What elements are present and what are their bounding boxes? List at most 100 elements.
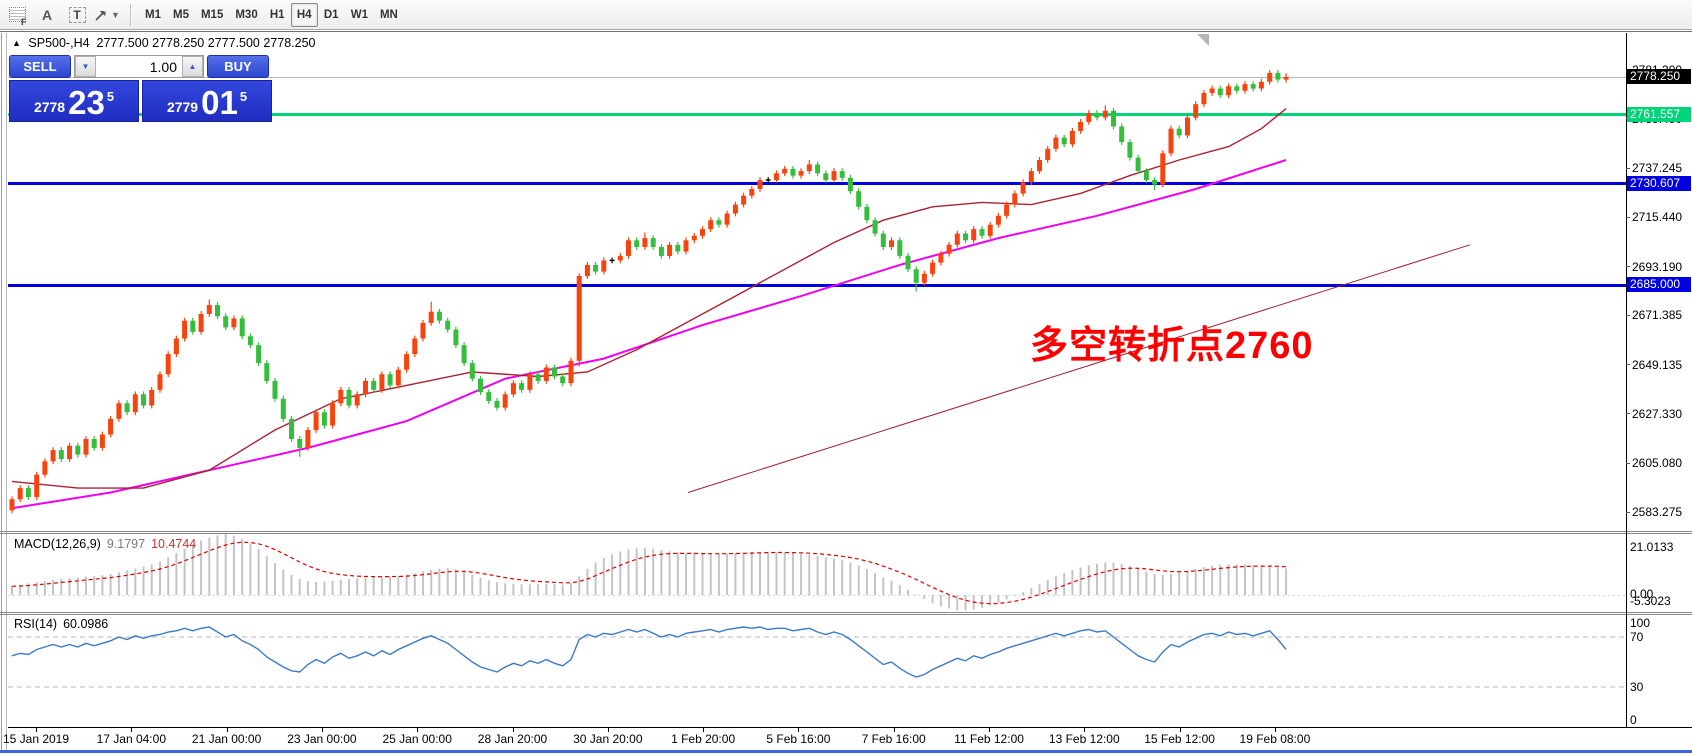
price-tick-mark	[1626, 314, 1630, 316]
time-axis-tick	[989, 727, 990, 732]
time-axis-label[interactable]: 7 Feb 16:00	[861, 732, 926, 746]
time-axis-tick	[1084, 727, 1086, 732]
price-tick-mark	[1626, 216, 1630, 218]
price-tick-label: 2737.245	[1632, 161, 1683, 176]
chart-header: ▲ SP500-,H4 2777.500 2778.250 2777.500 2…	[12, 36, 315, 50]
pane-separator[interactable]	[0, 614, 1692, 615]
timeframe-button-d1[interactable]: D1	[323, 8, 339, 21]
window-border	[0, 31, 1692, 32]
time-axis-label[interactable]: 30 Jan 20:00	[573, 732, 643, 746]
timeframe-buttons: M1 M5 M15 M30 H1 H4 D1 W1 MN	[139, 2, 404, 27]
time-axis-label[interactable]: 5 Feb 16:00	[766, 732, 831, 746]
rsi-axis-label: 70	[1630, 630, 1644, 644]
price-level-badge: 2730.607	[1627, 175, 1691, 191]
buy-price-pip: 5	[239, 89, 248, 104]
timeframe-button-h4[interactable]: H4	[290, 2, 318, 27]
time-axis-tick	[131, 727, 133, 732]
window-left-border-inner	[6, 33, 7, 750]
toolbar-separator	[130, 3, 131, 26]
rsi-axis-label: 30	[1630, 680, 1644, 694]
main-price-chart[interactable]	[8, 33, 1626, 531]
price-tick-mark	[1626, 413, 1630, 415]
price-tick-mark	[1626, 364, 1630, 366]
time-axis-tick	[798, 727, 800, 732]
time-axis-tick	[36, 727, 37, 732]
time-axis-label[interactable]: 17 Jan 04:00	[96, 732, 166, 746]
time-axis-tick	[607, 727, 609, 732]
rsi-axis-label: 0	[1630, 713, 1637, 727]
time-axis-tick	[1179, 727, 1181, 732]
macd-pane[interactable]	[8, 534, 1626, 611]
volume-input[interactable]	[96, 56, 182, 77]
time-axis-tick	[703, 727, 705, 732]
macd-signal-value: 10.4744	[151, 537, 197, 551]
time-axis-label[interactable]: 11 Feb 12:00	[954, 732, 1024, 746]
time-axis-label[interactable]: 1 Feb 20:00	[671, 732, 736, 746]
macd-name: MACD(12,26,9)	[14, 537, 101, 551]
buy-price-main: 01	[201, 83, 238, 121]
rsi-pane[interactable]	[8, 614, 1626, 727]
price-level-badge: 2761.557	[1627, 106, 1691, 122]
price-tick-mark	[1626, 462, 1630, 464]
price-level-badge: 2778.250	[1627, 69, 1691, 85]
time-axis-label[interactable]: 23 Jan 00:00	[287, 732, 357, 746]
macd-axis-label: 0.00	[1630, 587, 1654, 601]
window-left-border	[1, 33, 2, 750]
buy-button[interactable]: BUY	[207, 55, 269, 78]
price-tick-label: 2715.440	[1632, 210, 1683, 224]
time-axis-label[interactable]: 28 Jan 20:00	[477, 732, 548, 746]
price-tick-label: 2605.080	[1632, 456, 1683, 471]
time-axis-label[interactable]: 15 Jan 2019	[2, 732, 70, 746]
sell-price-prefix: 2778	[33, 99, 66, 115]
macd-axis-label: 21.0133	[1630, 540, 1674, 554]
pane-separator[interactable]	[0, 531, 1692, 532]
text-label-icon[interactable]: A	[41, 6, 53, 23]
volume-decrease-button[interactable]: ▼	[75, 56, 96, 77]
timeframe-button-mn[interactable]: MN	[379, 8, 398, 21]
timeframe-button-m5[interactable]: M5	[172, 8, 189, 21]
window-bottom-highlight	[0, 750, 1692, 753]
price-tick-mark	[1626, 167, 1630, 169]
time-axis-border	[8, 727, 1692, 728]
buy-price-display[interactable]: 2779 01 5	[142, 80, 272, 122]
chart-text-annotation: 多空转折点2760	[1030, 325, 1314, 367]
timeframe-button-m15[interactable]: M15	[200, 8, 224, 21]
time-axis-label[interactable]: 25 Jan 00:00	[382, 732, 452, 746]
timeframe-button-h1[interactable]: H1	[269, 8, 285, 21]
price-tick-mark	[1626, 511, 1630, 513]
timeframe-button-w1[interactable]: W1	[350, 8, 368, 21]
price-tick-label: 2693.190	[1632, 259, 1683, 274]
price-tick-mark	[1626, 266, 1630, 268]
sell-price-pip: 5	[106, 89, 115, 104]
price-tick-label: 2627.330	[1632, 406, 1683, 421]
indicator-list-icon[interactable]: F	[4, 3, 30, 27]
chart-area: ▲ SP500-,H4 2777.500 2778.250 2777.500 2…	[0, 31, 1692, 755]
chart-shift-marker-icon[interactable]	[1197, 34, 1209, 46]
cursor-mode-icon[interactable]: ▼	[94, 3, 120, 27]
symbol-arrow-icon: ▲	[12, 38, 21, 48]
sell-price-main: 23	[68, 83, 105, 121]
time-axis-label[interactable]: 19 Feb 08:00	[1239, 732, 1311, 746]
timeframe-button-m1[interactable]: M1	[145, 8, 161, 21]
price-tick-label: 2671.385	[1632, 308, 1683, 323]
sell-button[interactable]: SELL	[9, 55, 71, 78]
pane-separator[interactable]	[0, 533, 1692, 534]
macd-main-value: 9.1797	[106, 537, 146, 551]
price-tick-label: 2583.275	[1632, 505, 1683, 519]
ohlc-values: 2777.500 2778.250 2777.500 2778.250	[96, 36, 316, 50]
pane-separator[interactable]	[0, 612, 1692, 613]
rsi-value: 60.0986	[63, 617, 109, 631]
time-axis-tick	[512, 727, 514, 732]
timeframe-button-m30[interactable]: M30	[235, 8, 258, 21]
macd-label: MACD(12,26,9) 9.1797 10.4744	[14, 537, 196, 551]
time-axis-label[interactable]: 13 Feb 12:00	[1048, 732, 1120, 746]
text-tool-icon[interactable]: T	[64, 3, 90, 27]
time-axis-label[interactable]: 15 Feb 12:00	[1144, 732, 1215, 746]
volume-increase-button[interactable]: ▲	[182, 56, 203, 77]
macd-axis-label: -5.3023	[1630, 594, 1671, 608]
symbol-and-timeframe: SP500-,H4	[28, 36, 90, 50]
rsi-axis-label: 100	[1630, 616, 1651, 630]
time-axis-label[interactable]: 21 Jan 00:00	[191, 732, 262, 746]
sell-price-display[interactable]: 2778 23 5	[9, 80, 139, 122]
